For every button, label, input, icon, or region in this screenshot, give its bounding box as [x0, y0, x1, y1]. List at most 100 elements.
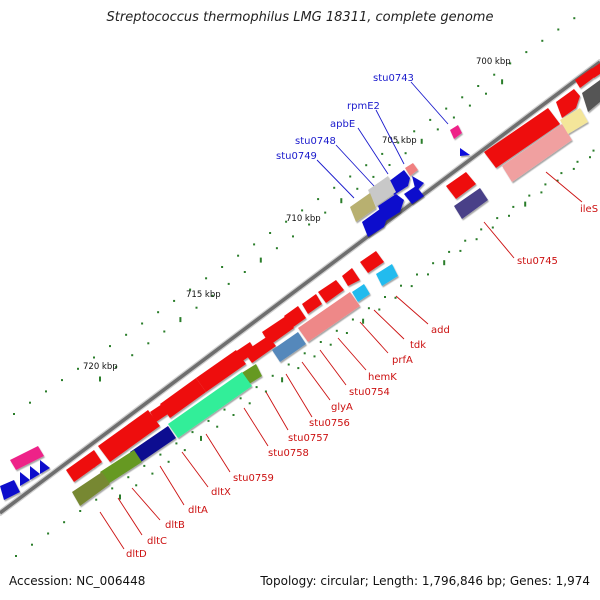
gene-feature[interactable]	[150, 404, 168, 422]
tick-mark	[227, 282, 230, 285]
gene-feature[interactable]	[575, 68, 596, 88]
tick-mark	[468, 104, 471, 107]
gene-feature[interactable]	[560, 108, 588, 134]
gene-label[interactable]: prfA	[392, 355, 413, 366]
gene-feature[interactable]	[0, 480, 20, 500]
gene-feature[interactable]	[590, 63, 600, 78]
gene-feature[interactable]	[484, 108, 560, 168]
gene-label[interactable]: dltA	[188, 505, 208, 516]
tick-mark	[452, 116, 455, 119]
tick-mark	[432, 262, 435, 265]
gene-label[interactable]: stu0757	[288, 433, 329, 444]
tick-mark	[413, 130, 416, 133]
tick-mark	[173, 299, 176, 302]
tick-mark	[131, 354, 134, 357]
tick-mark	[345, 332, 348, 334]
gene-feature[interactable]	[20, 472, 30, 486]
gene-label[interactable]: rpmE2	[347, 101, 380, 112]
gene-feature[interactable]	[454, 188, 488, 219]
tick-mark	[560, 172, 563, 175]
gene-label[interactable]: stu0759	[233, 473, 274, 484]
gene-feature[interactable]	[342, 268, 360, 286]
tick-mark	[576, 160, 579, 163]
gene-label[interactable]: stu0749	[276, 151, 317, 162]
tick-mark	[333, 186, 336, 189]
gene-feature[interactable]	[262, 316, 294, 345]
gene-label[interactable]: glyA	[331, 402, 353, 413]
gene-feature[interactable]	[40, 460, 50, 474]
gene-label[interactable]: stu0756	[309, 418, 350, 429]
tick-mark	[313, 355, 316, 358]
gene-feature[interactable]	[72, 472, 110, 506]
gene-feature[interactable]	[556, 89, 580, 118]
tick-mark	[362, 318, 365, 324]
gene-feature[interactable]	[92, 456, 100, 468]
tick-mark	[157, 311, 160, 314]
tick-mark	[179, 317, 182, 323]
tick-mark	[109, 345, 111, 348]
gene-feature[interactable]	[352, 284, 370, 302]
tick-mark	[93, 356, 95, 359]
gene-label[interactable]: dltD	[126, 549, 147, 560]
gene-label[interactable]: tdk	[410, 340, 426, 351]
scale-label: 720 kbp	[83, 362, 118, 372]
tick-mark	[31, 543, 33, 546]
gene-label[interactable]: apbE	[330, 119, 355, 130]
gene-feature[interactable]	[502, 124, 572, 182]
gene-feature[interactable]	[446, 172, 476, 199]
gene-label[interactable]: add	[431, 325, 450, 336]
gene-feature[interactable]	[368, 176, 396, 206]
tick-mark	[501, 79, 504, 85]
gene-label[interactable]: stu0758	[268, 448, 309, 459]
tick-mark	[237, 254, 240, 257]
gene-feature[interactable]	[302, 294, 322, 314]
tick-mark	[287, 363, 290, 366]
gene-label[interactable]: stu0743	[373, 73, 414, 84]
gene-feature[interactable]	[272, 332, 306, 362]
gene-feature[interactable]	[98, 410, 160, 462]
gene-feature[interactable]	[168, 372, 252, 438]
tick-mark	[384, 296, 386, 298]
tick-mark	[429, 118, 432, 121]
tick-mark	[223, 408, 226, 411]
gene-feature[interactable]	[298, 292, 360, 342]
gene-label[interactable]: dltX	[211, 487, 231, 498]
gene-feature[interactable]	[350, 193, 376, 222]
gene-feature[interactable]	[404, 186, 424, 204]
tick-mark	[232, 414, 235, 416]
gene-label[interactable]: stu0754	[349, 387, 390, 398]
tick-mark	[388, 164, 391, 166]
gene-label[interactable]: stu0745	[517, 256, 558, 267]
gene-feature[interactable]	[100, 450, 142, 484]
scale-label: 705 kbp	[382, 136, 417, 146]
tick-mark	[45, 390, 47, 393]
tick-mark	[475, 238, 478, 241]
gene-feature[interactable]	[450, 125, 462, 139]
tick-mark	[525, 51, 528, 54]
gene-feature[interactable]	[362, 209, 388, 237]
gene-feature[interactable]	[582, 80, 600, 112]
gene-labels-bottom: ileS stu0745 add tdk prfA hemK stu0754 g…	[126, 204, 598, 560]
tick-mark	[47, 532, 50, 535]
gene-feature[interactable]	[130, 426, 176, 464]
gene-label[interactable]: dltB	[165, 520, 185, 531]
tick-mark	[275, 247, 278, 250]
gene-label[interactable]: ileS	[580, 204, 598, 215]
gene-label[interactable]: stu0748	[295, 136, 336, 147]
gene-feature[interactable]	[376, 264, 398, 286]
gene-feature[interactable]	[160, 378, 206, 418]
gene-feature[interactable]	[460, 148, 470, 156]
gene-feature[interactable]	[360, 251, 384, 273]
gene-feature[interactable]	[30, 466, 40, 480]
gene-label[interactable]: dltC	[147, 536, 167, 547]
tick-mark	[207, 419, 210, 422]
gene-label[interactable]: hemK	[368, 372, 397, 383]
gene-feature[interactable]	[405, 163, 418, 176]
genome-summary-text: Topology: circular; Length: 1,796,846 bp…	[260, 574, 590, 588]
tick-mark	[592, 149, 595, 152]
gene-feature[interactable]	[10, 446, 44, 470]
gene-feature[interactable]	[244, 336, 276, 363]
gene-feature[interactable]	[196, 350, 246, 392]
gene-feature[interactable]	[318, 280, 344, 303]
